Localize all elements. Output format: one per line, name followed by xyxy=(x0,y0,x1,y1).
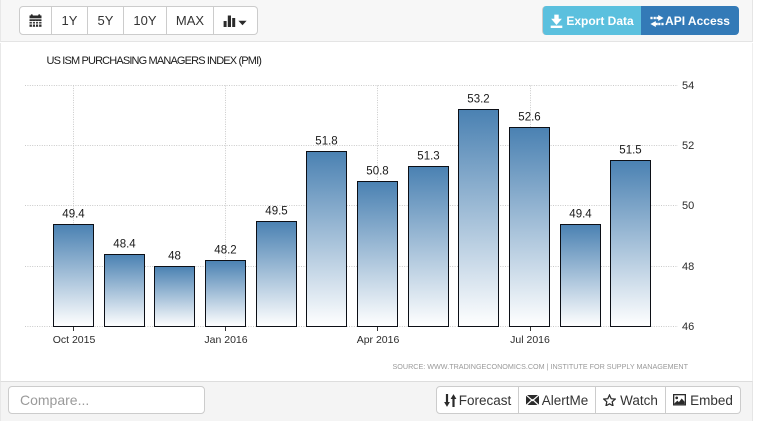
svg-text:52: 52 xyxy=(682,140,694,152)
svg-text:US ISM PURCHASING MANAGERS IND: US ISM PURCHASING MANAGERS INDEX (PMI) xyxy=(47,55,262,67)
svg-text:Oct 2015: Oct 2015 xyxy=(53,334,96,346)
svg-text:50.8: 50.8 xyxy=(366,166,388,178)
svg-text:54: 54 xyxy=(682,80,694,92)
svg-text:48.4: 48.4 xyxy=(113,239,136,251)
svg-text:51.8: 51.8 xyxy=(315,136,337,148)
svg-text:49.4: 49.4 xyxy=(569,209,592,221)
svg-text:Jul 2016: Jul 2016 xyxy=(510,334,550,346)
svg-text:51.5: 51.5 xyxy=(619,145,641,157)
svg-text:48: 48 xyxy=(168,251,181,263)
svg-text:SOURCE: WWW.TRADINGECONOMICS.C: SOURCE: WWW.TRADINGECONOMICS.COM | INSTI… xyxy=(393,362,689,371)
svg-text:51.3: 51.3 xyxy=(417,151,439,163)
svg-text:48.2: 48.2 xyxy=(214,245,236,257)
svg-text:53.2: 53.2 xyxy=(467,94,489,106)
svg-text:52.6: 52.6 xyxy=(518,112,540,124)
svg-text:50: 50 xyxy=(682,200,694,212)
svg-text:Jan 2016: Jan 2016 xyxy=(204,334,247,346)
svg-text:49.4: 49.4 xyxy=(62,209,85,221)
svg-text:49.5: 49.5 xyxy=(265,206,287,218)
svg-text:48: 48 xyxy=(682,261,694,273)
svg-text:46: 46 xyxy=(682,321,694,333)
svg-text:Apr 2016: Apr 2016 xyxy=(357,334,400,346)
